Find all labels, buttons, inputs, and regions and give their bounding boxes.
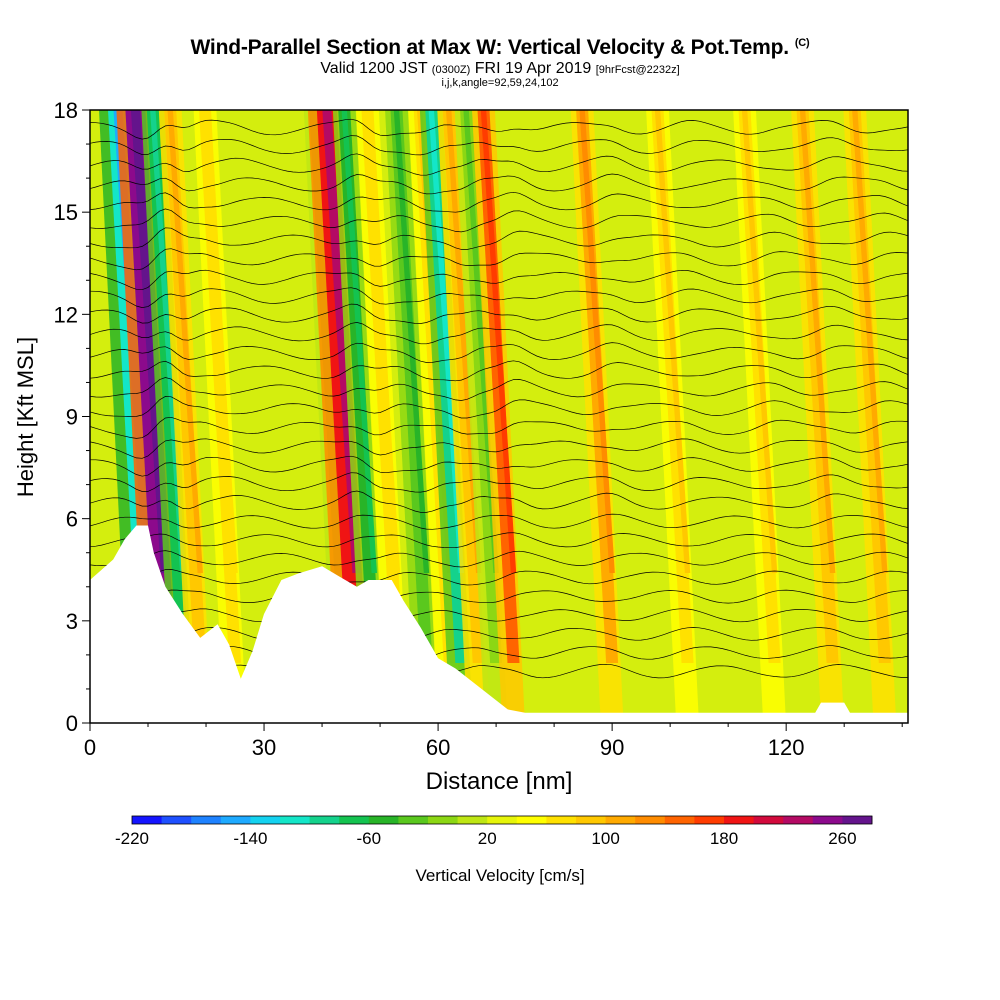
chart-title: Wind-Parallel Section at Max W: Vertical…: [190, 36, 810, 59]
theta-contour: [90, 208, 908, 233]
theta-contour: [90, 627, 908, 643]
x-tick-label: 90: [600, 735, 624, 760]
colorbar-tick-label: -220: [115, 829, 149, 848]
valid-time-line: Valid 1200 JST (0300Z) FRI 19 Apr 2019 […: [320, 60, 680, 77]
theta-contour: [90, 135, 908, 156]
axis-ticks: [82, 109, 903, 731]
colorbar-tick-label: 260: [828, 829, 856, 848]
colorbar-tick-label: 100: [591, 829, 619, 848]
terrain: [90, 525, 908, 723]
colorbar-swatch: [457, 816, 488, 824]
w-column: [332, 110, 386, 723]
colorbar-swatch: [428, 816, 458, 824]
copyright-mark: (C): [794, 37, 810, 49]
colorbar-swatch: [309, 816, 340, 824]
colorbar-swatch: [546, 816, 577, 824]
colorbar-tick-labels: -220 -140 -60 20 100 180 260: [115, 829, 857, 848]
colorbar-swatch: [220, 816, 251, 824]
w-column: [843, 110, 897, 723]
colorbar-tick-label: 180: [710, 829, 738, 848]
theta-contour: [90, 396, 908, 419]
colorbar-tick-label: 20: [478, 829, 497, 848]
colorbar-swatch: [250, 816, 281, 824]
colorbar-swatch: [694, 816, 725, 824]
colorbar-swatch: [132, 816, 162, 824]
potential-temperature-contours: [90, 118, 908, 680]
colorbar-swatch: [753, 816, 784, 824]
theta-contour: [90, 360, 908, 382]
w-column: [570, 110, 624, 723]
colorbar-swatch: [576, 816, 606, 824]
w-column: [193, 110, 247, 723]
y-tick-label: 15: [54, 200, 78, 225]
colorbar: [131, 815, 873, 825]
w-column: [646, 110, 699, 723]
x-tick-label: 60: [426, 735, 450, 760]
theta-contour: [90, 608, 908, 625]
y-axis-label: Height [Kft MSL]: [13, 337, 38, 497]
theta-contour: [90, 513, 908, 530]
x-tick-label: 30: [252, 735, 276, 760]
theta-contour: [90, 438, 908, 459]
w-column: [158, 110, 212, 723]
x-tick-labels: 0 30 60 90 120: [84, 735, 805, 760]
colorbar-swatch: [842, 816, 873, 824]
colorbar-swatch: [191, 816, 222, 824]
terrain-mask: [90, 525, 908, 723]
theta-contour: [90, 416, 908, 439]
theta-contour: [90, 118, 908, 140]
theta-contour: [90, 472, 908, 493]
theta-contour: [90, 322, 908, 345]
colorbar-tick-label: -140: [233, 829, 267, 848]
theta-contour: [90, 248, 908, 271]
colorbar-tick-label: -60: [357, 829, 382, 848]
theta-contour: [90, 377, 908, 401]
y-tick-label: 12: [54, 302, 78, 327]
colorbar-swatch: [161, 816, 192, 824]
theta-contour: [90, 532, 908, 549]
theta-contour: [90, 227, 908, 250]
theta-contour: [90, 550, 908, 568]
colorbar-swatch: [516, 816, 547, 824]
colorbar-swatch: [724, 816, 754, 824]
colorbar-swatch: [487, 816, 518, 824]
colorbar-swatch: [605, 816, 636, 824]
theta-contour: [90, 455, 908, 477]
theta-contour: [90, 173, 908, 195]
theta-contour: [90, 287, 908, 308]
theta-contour: [90, 303, 908, 324]
colorbar-swatch: [783, 816, 814, 824]
grid-info: i,j,k,angle=92,59,24,102: [441, 77, 559, 89]
y-tick-label: 18: [54, 98, 78, 123]
colorbar-label: Vertical Velocity [cm/s]: [415, 866, 584, 885]
y-tick-label: 6: [66, 507, 78, 532]
colorbar-swatch: [664, 816, 695, 824]
y-tick-label: 0: [66, 711, 78, 736]
theta-contour: [90, 191, 908, 213]
theta-contour: [90, 342, 908, 363]
colorbar-swatch: [339, 816, 370, 824]
y-tick-label: 3: [66, 609, 78, 634]
colorbar-frame: [131, 815, 873, 825]
colorbar-swatch: [398, 816, 429, 824]
colorbar-swatch: [368, 816, 399, 824]
colorbar-swatch: [812, 816, 843, 824]
w-column: [356, 110, 409, 723]
x-axis-label: Distance [nm]: [426, 768, 573, 795]
theta-contour: [90, 589, 908, 605]
y-tick-labels: 0 3 6 9 12 15 18: [54, 98, 78, 736]
theta-contour: [90, 569, 908, 586]
x-tick-label: 120: [768, 735, 805, 760]
theta-contour: [90, 269, 908, 291]
theta-contour: [90, 490, 908, 513]
x-tick-label: 0: [84, 735, 96, 760]
y-tick-label: 9: [66, 405, 78, 430]
colorbar-swatch: [280, 816, 310, 824]
colorbar-swatch: [635, 816, 666, 824]
theta-contour: [90, 153, 908, 176]
